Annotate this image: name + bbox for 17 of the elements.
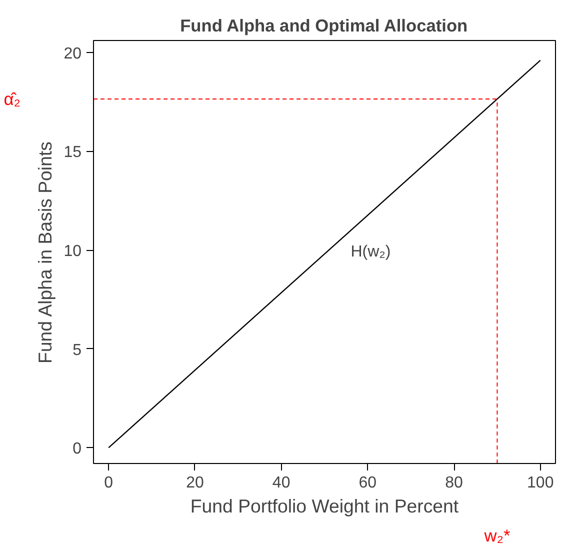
x-tick-label: 0 <box>104 474 114 492</box>
ref-line-label: w₂* <box>483 526 510 546</box>
y-axis-title: Fund Alpha in Basis Points <box>34 142 56 364</box>
annotation: H(w₂) <box>350 244 391 260</box>
y-tick-label: 15 <box>64 144 82 162</box>
y-tick-label: 10 <box>64 243 82 260</box>
chart-title: Fund Alpha and Optimal Allocation <box>180 16 468 36</box>
ref-line-label: α̂₂ <box>4 89 21 110</box>
x-tick-label: 60 <box>358 474 377 492</box>
x-axis-title: Fund Portfolio Weight in Percent <box>190 496 460 516</box>
y-tick-label: 20 <box>64 45 82 62</box>
x-tick-label: 80 <box>445 474 464 492</box>
x-tick-label: 40 <box>272 474 290 492</box>
y-tick-label: 5 <box>72 342 82 359</box>
x-tick-label: 100 <box>527 474 554 492</box>
x-tick-label: 20 <box>186 474 204 492</box>
y-tick-label: 0 <box>72 440 82 458</box>
